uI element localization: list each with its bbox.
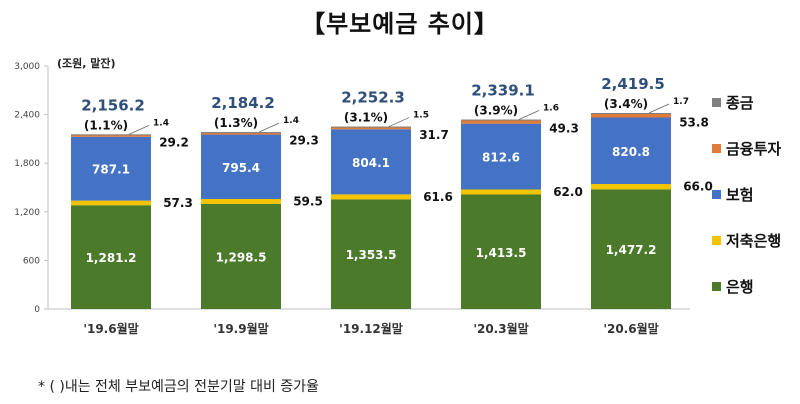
total-label: 2,419.5	[601, 75, 665, 93]
bar-segment-4	[461, 119, 541, 121]
bar-segment-1	[591, 184, 671, 190]
y-tick-label: 1,200	[14, 208, 40, 218]
data-label: 31.7	[419, 128, 449, 142]
data-label: 1,353.5	[346, 248, 397, 262]
unit-label: (조원, 말잔)	[57, 56, 116, 70]
legend-swatch	[712, 236, 721, 245]
bar-segment-2	[591, 117, 671, 185]
legend-label: 보험	[726, 186, 754, 204]
legend-swatch	[712, 144, 721, 153]
legend-label: 종금	[726, 94, 754, 112]
legend-swatch	[712, 190, 721, 199]
y-tick-label: 0	[34, 305, 40, 315]
x-tick-label: '19.9월말	[213, 321, 268, 336]
data-label: 1,413.5	[476, 246, 527, 260]
y-tick-label: 3,000	[14, 62, 40, 72]
x-tick-label: '20.6월말	[603, 321, 658, 336]
data-label: 1.6	[543, 104, 559, 114]
data-label: 29.3	[289, 133, 319, 147]
legend-label: 은행	[726, 278, 754, 296]
leader-line	[518, 110, 540, 120]
data-label: 59.5	[293, 194, 323, 208]
bar-segment-0	[591, 189, 671, 309]
legend-label: 금융투자	[726, 140, 781, 158]
growth-rate-label: (3.4%)	[604, 97, 648, 111]
data-label: 1,281.2	[86, 251, 137, 265]
bar-segment-4	[201, 132, 281, 134]
x-tick-label: '19.6월말	[83, 321, 138, 336]
bar-segment-1	[461, 189, 541, 195]
bar-segment-4	[591, 113, 671, 115]
growth-rate-label: (3.1%)	[344, 111, 388, 125]
total-label: 2,184.2	[211, 94, 275, 112]
bar-segment-2	[461, 123, 541, 190]
data-label: 1,477.2	[606, 243, 657, 257]
y-tick-label: 600	[23, 256, 40, 266]
total-label: 2,156.2	[81, 96, 145, 114]
growth-rate-label: (3.9%)	[474, 104, 518, 118]
bar-segment-3	[591, 113, 671, 118]
bar-segment-1	[71, 200, 151, 206]
data-label: 66.0	[683, 180, 713, 194]
data-label: 787.1	[92, 163, 130, 177]
data-label: 29.2	[159, 136, 189, 150]
data-label: 62.0	[553, 185, 583, 199]
bar-segment-3	[201, 132, 281, 135]
data-label: 795.4	[222, 161, 260, 175]
legend-swatch	[712, 282, 721, 291]
total-label: 2,252.3	[341, 89, 405, 107]
data-label: 1.7	[673, 97, 689, 107]
data-label: 812.6	[482, 151, 520, 165]
x-tick-label: '20.3월말	[473, 321, 528, 336]
bar-segment-2	[71, 136, 151, 201]
bar-segment-3	[331, 126, 411, 130]
x-tick-label: '19.12월말	[339, 321, 403, 336]
bar-segment-1	[331, 194, 411, 200]
data-label: 1.4	[283, 116, 299, 126]
chart-title: 【부보예금 추이】	[301, 10, 499, 38]
bar-segment-0	[201, 203, 281, 309]
data-label: 61.6	[423, 190, 453, 204]
bar-segment-1	[201, 199, 281, 204]
leader-line	[388, 117, 410, 127]
bar-segment-3	[461, 119, 541, 124]
bar-segment-4	[331, 126, 411, 128]
growth-rate-label: (1.1%)	[84, 118, 128, 132]
data-label: 1.4	[153, 118, 169, 128]
y-tick-label: 2,400	[14, 111, 40, 121]
bar-segment-0	[71, 205, 151, 309]
bar-segment-0	[461, 194, 541, 309]
legend-label: 저축은행	[726, 232, 781, 250]
data-label: 1.5	[413, 111, 429, 121]
bar-segment-0	[331, 199, 411, 309]
bar-segment-2	[331, 129, 411, 195]
bar-segment-3	[71, 134, 151, 137]
data-label: 49.3	[549, 122, 579, 136]
legend-swatch	[712, 98, 721, 107]
total-label: 2,339.1	[471, 82, 535, 100]
data-label: 57.3	[163, 196, 193, 210]
footnote: * ( )내는 전체 부보예금의 전분기말 대비 증가율	[38, 379, 319, 395]
leader-line	[258, 122, 280, 133]
leader-line	[128, 124, 150, 135]
bar-segment-2	[201, 134, 281, 200]
y-tick-label: 1,800	[14, 159, 40, 169]
data-label: 53.8	[679, 115, 709, 129]
data-label: 804.1	[352, 156, 390, 170]
bar-segment-4	[71, 134, 151, 136]
data-label: 1,298.5	[216, 250, 267, 264]
leader-line	[648, 103, 670, 114]
data-label: 820.8	[612, 145, 650, 159]
growth-rate-label: (1.3%)	[214, 116, 258, 130]
